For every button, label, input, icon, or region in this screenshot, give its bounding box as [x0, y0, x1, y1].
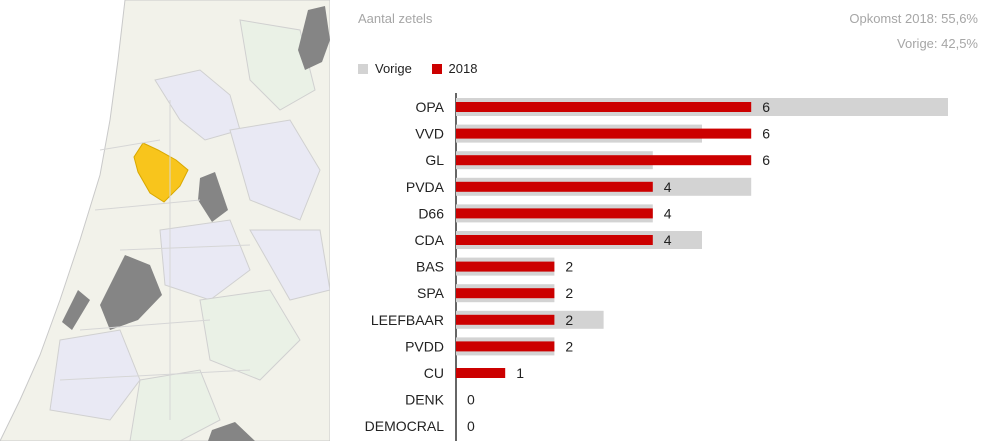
map-neighbour	[100, 255, 162, 330]
category-label-cu: CU	[424, 365, 444, 381]
map-highlight-municipality	[133, 142, 189, 203]
map-region	[49, 329, 141, 421]
value-label-cu: 1	[516, 365, 524, 381]
category-label-pvda: PVDA	[406, 179, 445, 195]
category-label-pvdd: PVDD	[405, 338, 444, 354]
category-label-leefbaar: LEEFBAAR	[371, 312, 444, 328]
value-label-spa: 2	[565, 285, 573, 301]
map-region	[159, 219, 251, 301]
turnout-2018: Opkomst 2018: 55,6%	[849, 11, 978, 26]
value-label-gl: 6	[762, 152, 770, 168]
category-label-opa: OPA	[415, 99, 444, 115]
legend-item-vorige: Vorige	[358, 61, 412, 76]
value-label-denk: 0	[467, 392, 475, 408]
bar-2018-bas	[456, 261, 555, 272]
bar-2018-leefbaar	[456, 314, 555, 325]
category-label-democral: DEMOCRAL	[365, 418, 445, 434]
value-label-vvd: 6	[762, 126, 770, 142]
map-region	[129, 369, 221, 441]
chart-legend: Vorige 2018	[358, 61, 493, 77]
map-region	[199, 289, 301, 381]
map-neighbour	[198, 172, 228, 222]
category-label-cda: CDA	[414, 232, 444, 248]
bar-2018-opa	[456, 102, 752, 112]
legend-label-vorige: Vorige	[375, 61, 412, 76]
value-label-leefbaar: 2	[565, 312, 573, 328]
turnout-previous: Vorige: 42,5%	[897, 36, 978, 51]
bar-2018-pvdd	[456, 341, 555, 352]
chart-title: Aantal zetels	[358, 11, 433, 26]
map-region	[229, 119, 321, 221]
legend-swatch-vorige	[358, 63, 368, 74]
map-neighbour	[62, 290, 90, 330]
map-neighbour	[298, 6, 330, 70]
bar-2018-cda	[456, 235, 653, 245]
bar-2018-d66	[456, 208, 653, 219]
map-border	[59, 100, 251, 420]
category-label-vvd: VVD	[415, 126, 444, 142]
bar-2018-gl	[456, 155, 752, 166]
category-label-gl: GL	[425, 152, 444, 168]
legend-item-2018: 2018	[431, 61, 478, 76]
legend-label-2018: 2018	[448, 61, 478, 76]
value-label-d66: 4	[664, 205, 672, 221]
category-label-d66: D66	[418, 205, 444, 221]
value-label-pvda: 4	[664, 179, 672, 195]
bar-2018-vvd	[456, 128, 752, 139]
bar-2018-cu	[456, 368, 506, 378]
bar-2018-pvda	[456, 181, 653, 192]
value-label-cda: 4	[664, 232, 672, 248]
map-neighbour	[208, 422, 255, 441]
value-label-bas: 2	[565, 259, 573, 275]
category-label-spa: SPA	[417, 285, 445, 301]
value-label-pvdd: 2	[565, 338, 573, 354]
map-region	[239, 19, 316, 111]
legend-swatch-2018	[431, 63, 442, 74]
municipality-map	[0, 0, 330, 441]
value-label-democral: 0	[467, 418, 475, 434]
category-label-denk: DENK	[405, 392, 445, 408]
category-label-bas: BAS	[416, 259, 444, 275]
bar-2018-spa	[456, 288, 555, 299]
value-label-opa: 6	[762, 99, 770, 115]
map-region	[249, 229, 330, 301]
